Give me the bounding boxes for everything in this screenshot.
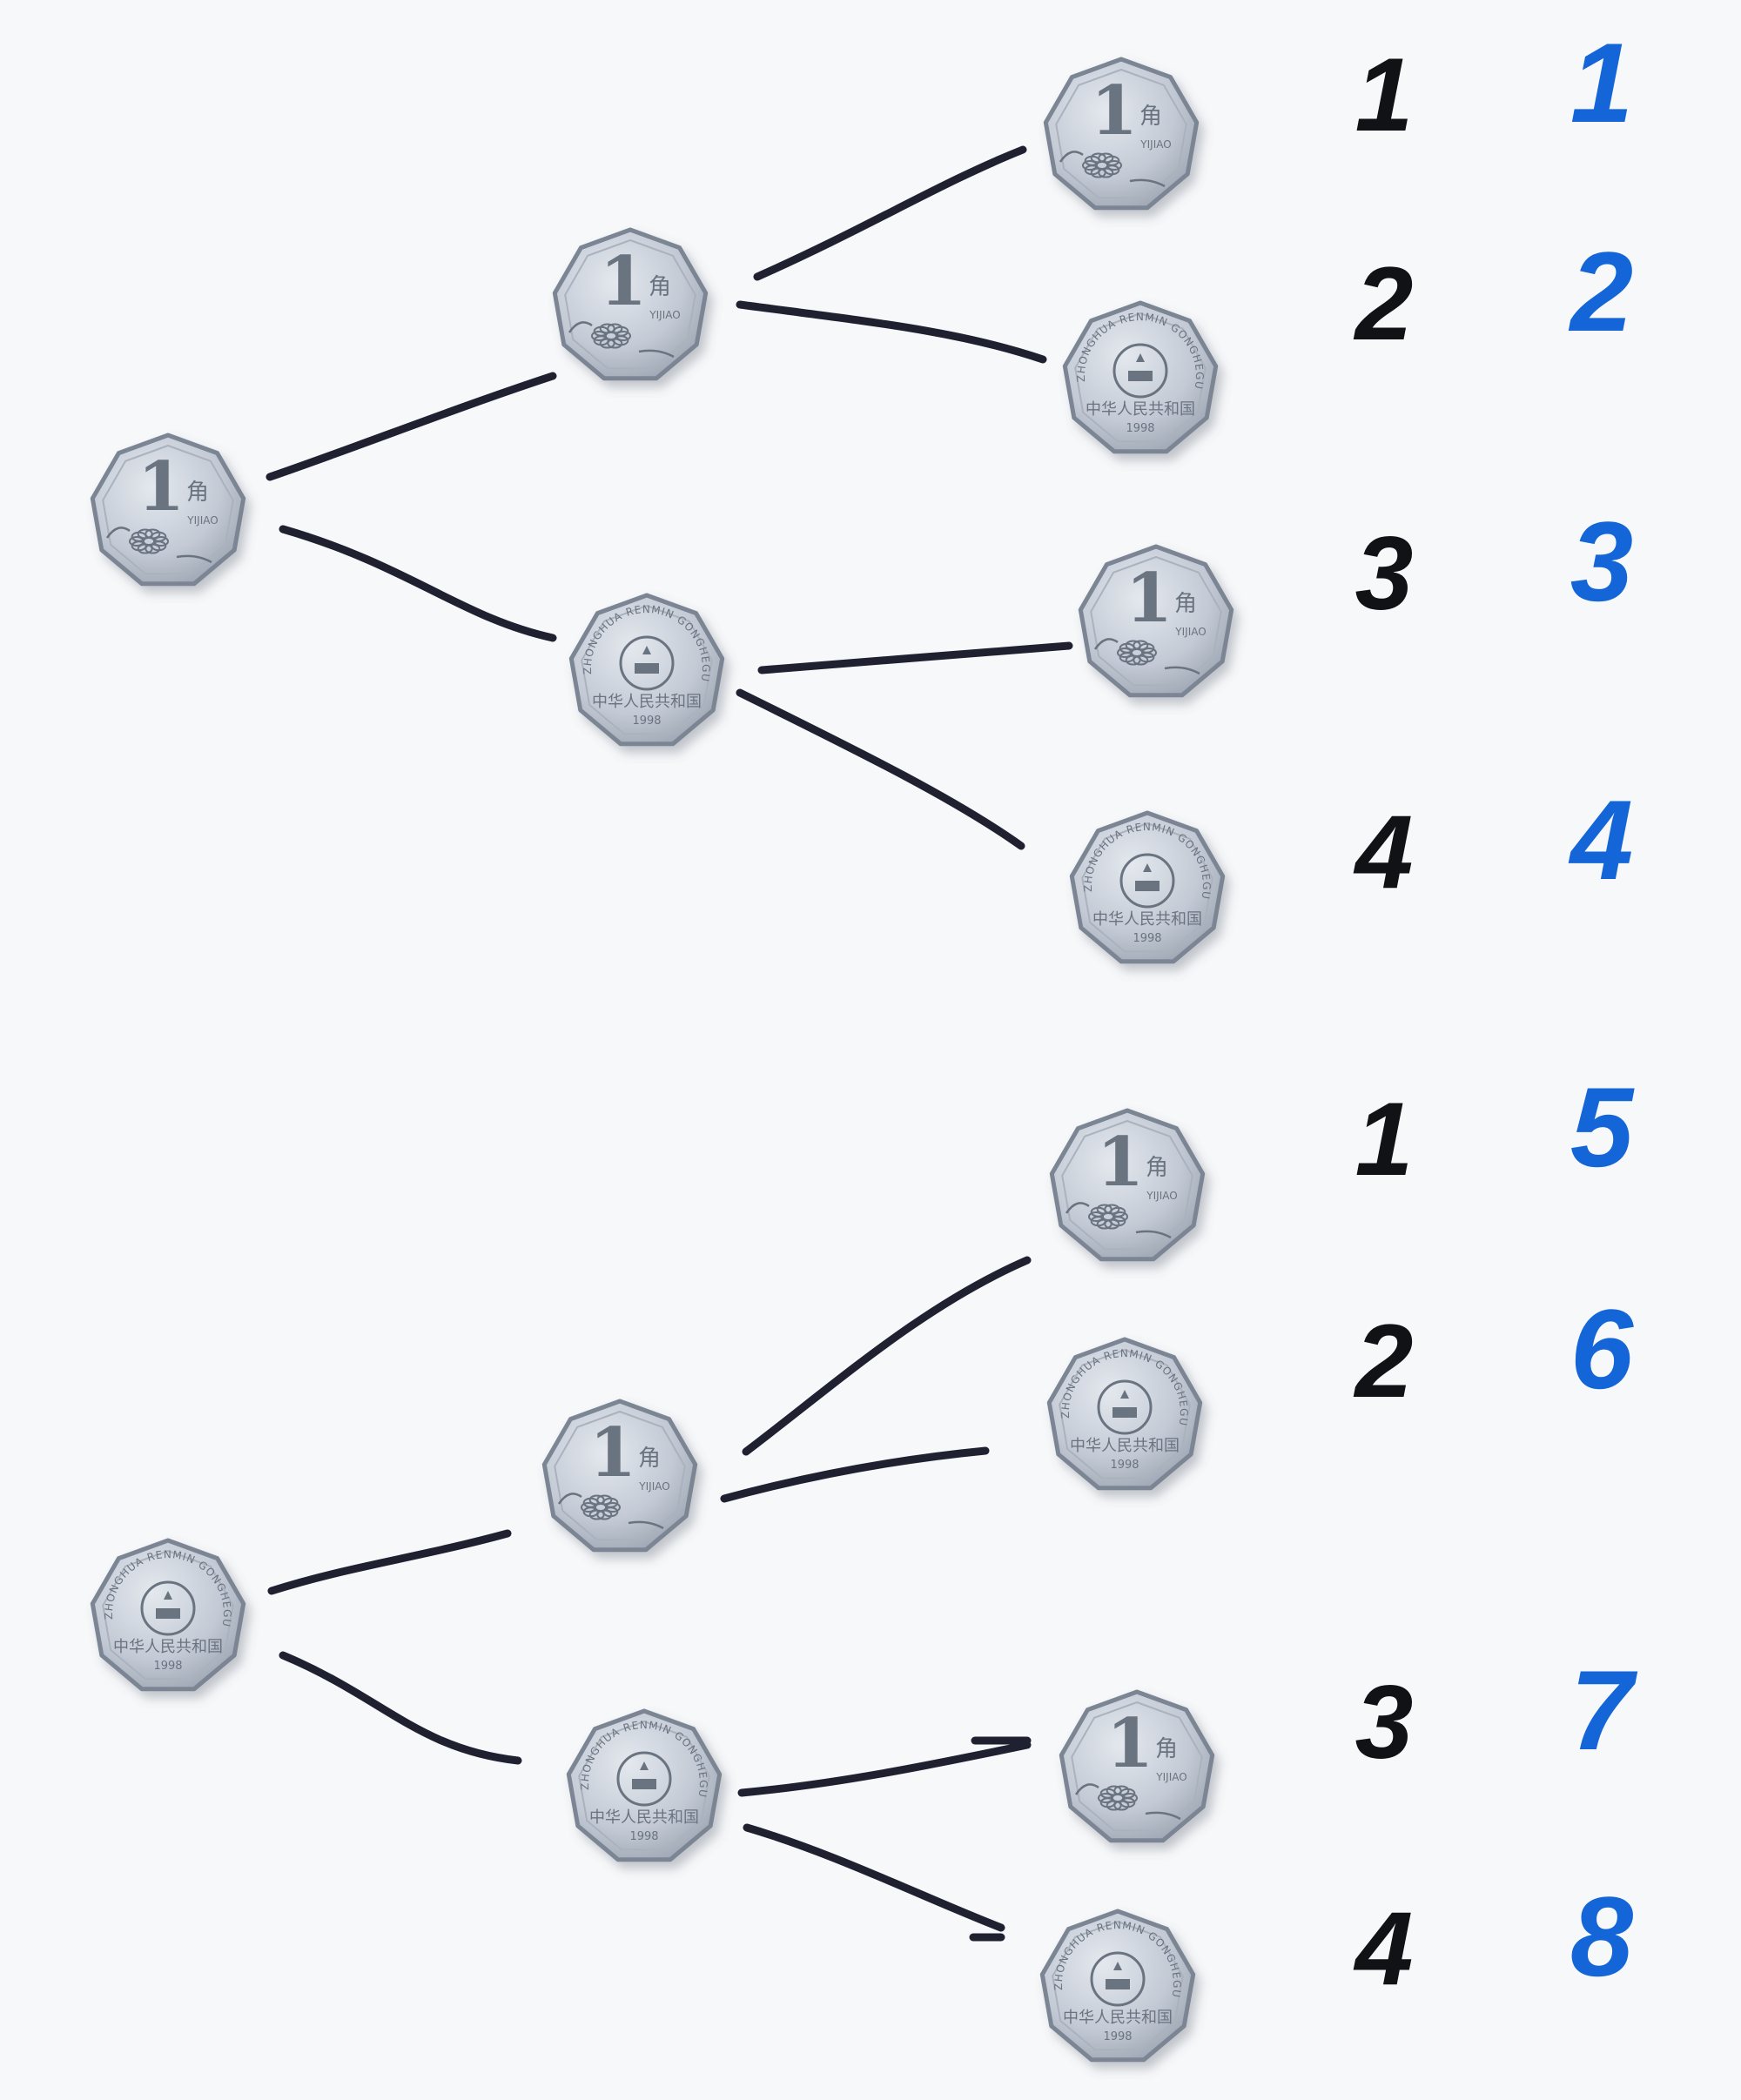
coin-pinyin: YIJIAO — [186, 514, 218, 527]
tree1-level2-coin-2-tails: ZHONGHUA RENMIN GONGHEGUO中华人民共和国1998 — [0, 0, 1219, 454]
branch-line — [743, 1823, 1005, 1932]
coin-country-name: 中华人民共和国 — [1063, 2009, 1173, 2027]
black-outcome-number: 3 — [1355, 515, 1414, 632]
black-outcome-number: 2 — [1354, 1303, 1414, 1419]
tree1-level1-coin-1-heads: 1 角 YIJIAO — [552, 227, 709, 381]
branch-line — [742, 1256, 1032, 1456]
coin-country-name: 中华人民共和国 — [113, 1638, 223, 1656]
chrysanthemum-icon — [568, 321, 675, 359]
coin-unit: 角 — [1139, 104, 1162, 130]
tree-branches — [266, 145, 1073, 1942]
coin-unit: 角 — [638, 1446, 661, 1472]
coin-year: 1998 — [629, 1830, 658, 1843]
coin-year: 1998 — [1110, 1459, 1139, 1472]
blue-outcome-number: 1 — [1570, 19, 1633, 146]
tree1-root-coin-heads: 1 角 YIJIAO — [90, 433, 246, 587]
coin-unit: 角 — [186, 480, 209, 506]
tree1-level2-coin-1-heads: 1 角 YIJIAO — [1043, 57, 1200, 211]
national-emblem-icon — [619, 635, 675, 691]
coin-pinyin: YIJIAO — [638, 1480, 669, 1493]
coin-denomination: 1 — [589, 1413, 636, 1493]
branch-line — [737, 1741, 1032, 1797]
coin-denomination: 1 — [1097, 1123, 1144, 1202]
coin-pinyin: YIJIAO — [1174, 626, 1206, 638]
coin-pinyin: YIJIAO — [1139, 138, 1171, 151]
black-outcome-number: 3 — [1355, 1664, 1414, 1781]
tree1-level2-coin-3-heads: 1 角 YIJIAO — [1078, 544, 1234, 698]
black-outcome-number: 4 — [1354, 1890, 1414, 2007]
branch-line — [267, 1529, 512, 1595]
coin-country-pinyin: ZHONGHUA RENMIN GONGHEGUO — [0, 0, 233, 1628]
national-emblem-icon — [1112, 343, 1168, 399]
branch-line — [736, 300, 1047, 364]
branch-line — [753, 145, 1027, 281]
blue-outcome-number: 5 — [1570, 1063, 1635, 1191]
coin-country-name: 中华人民共和国 — [589, 1808, 699, 1827]
national-emblem-icon — [616, 1751, 672, 1807]
coin-pinyin: YIJIAO — [1146, 1190, 1177, 1202]
coin-country-name: 中华人民共和国 — [1070, 1437, 1180, 1455]
chrysanthemum-icon — [1074, 1783, 1181, 1821]
tree2-root-coin-tails: ZHONGHUA RENMIN GONGHEGUO 中华人民共和国 1998 — [0, 0, 246, 1692]
national-emblem-icon — [1097, 1379, 1153, 1435]
blue-outcome-number: 2 — [1568, 228, 1633, 355]
coin-year: 1998 — [1133, 932, 1161, 945]
coin-country-name: 中华人民共和国 — [592, 693, 702, 711]
chrysanthemum-icon — [1059, 151, 1166, 188]
coin-pinyin: YIJIAO — [1155, 1771, 1186, 1783]
black-outcome-number: 1 — [1355, 1081, 1414, 1198]
coin-denomination: 1 — [600, 242, 647, 321]
branch-line — [279, 525, 557, 642]
coin-year: 1998 — [1126, 422, 1154, 435]
coin-denomination: 1 — [1106, 1704, 1153, 1783]
coin-unit: 角 — [1174, 591, 1197, 617]
black-outcome-number: 4 — [1354, 794, 1414, 910]
black-outcome-number: 2 — [1354, 245, 1414, 362]
branch-line — [266, 372, 557, 481]
black-outcome-number: 1 — [1355, 37, 1414, 153]
coin-pinyin: YIJIAO — [649, 309, 680, 321]
blue-outcome-number: 7 — [1570, 1647, 1638, 1774]
blue-outcome-number: 6 — [1570, 1285, 1634, 1412]
coin-year: 1998 — [153, 1660, 182, 1673]
coin-country-name: 中华人民共和国 — [1086, 400, 1195, 419]
coin-denomination: 1 — [1091, 71, 1138, 151]
tree2-level2-coin-1-heads: 1 角 YIJIAO — [1049, 1108, 1206, 1262]
coin-denomination: 1 — [1126, 559, 1173, 638]
tree2-level2-coin-3-heads: 1 角 YIJIAO — [1059, 1689, 1215, 1843]
outcome-numbers: 1 2 3 4 1 2 3 4 1 2 3 4 5 6 7 8 — [1354, 19, 1638, 2007]
blue-outcome-number: 3 — [1570, 498, 1633, 625]
national-emblem-icon — [1119, 853, 1175, 909]
tree2-level1-coin-1-heads: 1 角 YIJIAO — [541, 1399, 698, 1553]
coin-denomination: 1 — [138, 447, 185, 527]
coin-unit: 角 — [649, 274, 671, 300]
coin-year: 1998 — [1103, 2030, 1132, 2043]
national-emblem-icon — [140, 1580, 196, 1636]
coin-unit: 角 — [1155, 1736, 1178, 1762]
coin-year: 1998 — [632, 715, 661, 728]
branch-line — [279, 1651, 522, 1765]
chrysanthemum-icon — [557, 1493, 664, 1530]
branch-line — [720, 1446, 990, 1503]
blue-outcome-number: 4 — [1568, 776, 1633, 903]
national-emblem-icon — [1090, 1951, 1146, 2007]
chrysanthemum-icon — [1093, 638, 1200, 675]
coin-unit: 角 — [1146, 1155, 1168, 1181]
branch-line — [736, 688, 1025, 850]
blue-outcome-number: 8 — [1570, 1873, 1634, 2000]
chrysanthemum-icon — [105, 527, 212, 564]
branch-line — [757, 641, 1073, 674]
chrysanthemum-icon — [1065, 1202, 1172, 1239]
coin-country-name: 中华人民共和国 — [1092, 910, 1202, 929]
